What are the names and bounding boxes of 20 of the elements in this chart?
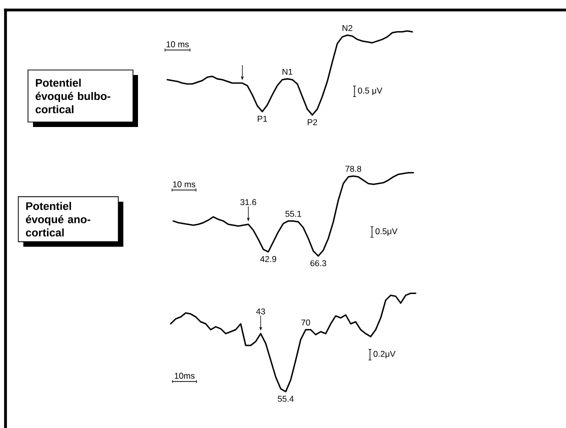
- text: N2: [342, 25, 352, 31]
- annotation: 0.5μV: [376, 228, 398, 236]
- text: P2: [308, 119, 318, 126]
- text: P1: [258, 116, 268, 122]
- text: 42.9: [260, 256, 276, 262]
- annotation: N1: [282, 68, 292, 75]
- text: 55.4: [278, 396, 294, 402]
- text: Potentiel évoqué ano-cortical: [26, 202, 90, 236]
- annotation: 10 ms: [166, 41, 189, 48]
- text: 78.8: [346, 166, 362, 172]
- annotation: 70: [301, 320, 310, 326]
- annotation: 0.2μV: [374, 350, 396, 358]
- annotation: 10ms: [174, 372, 195, 379]
- text: 66.3: [310, 260, 326, 266]
- annotation: 43: [256, 308, 266, 314]
- annotation: 55.1: [285, 210, 302, 217]
- annotation: 10 ms: [173, 181, 196, 188]
- annotation: 31.6: [240, 199, 256, 206]
- text: Potentiel évoqué bulbo-cortical: [36, 78, 110, 114]
- annotation: 0.5 μV: [358, 88, 382, 96]
